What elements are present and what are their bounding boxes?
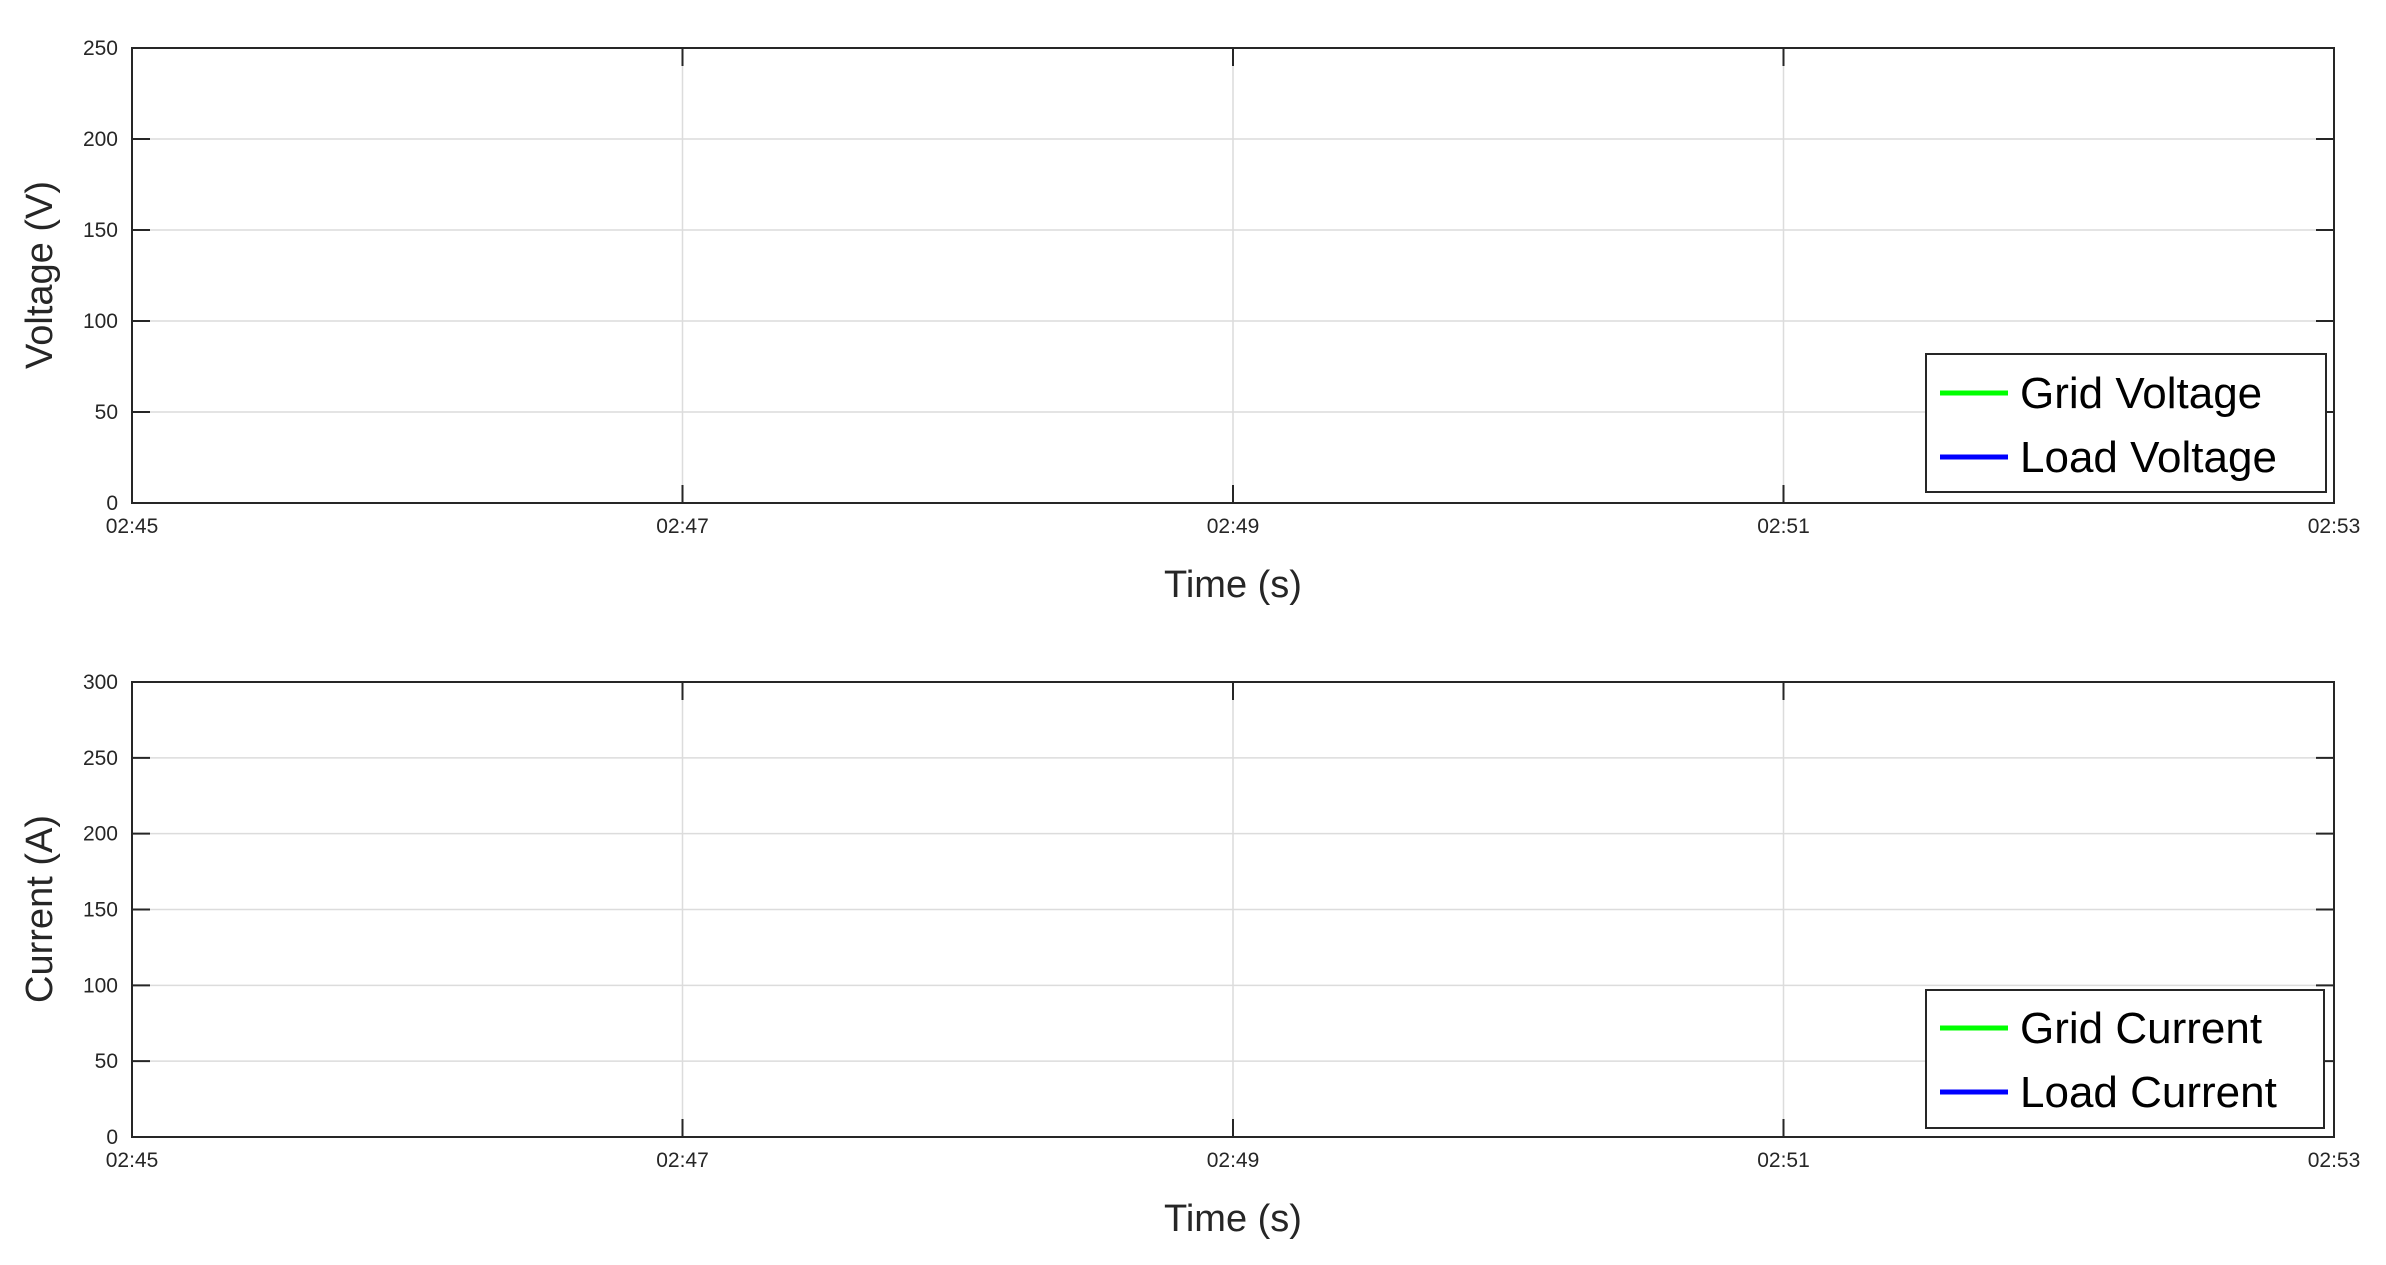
voltage-x-tick-label: 02:45 — [106, 515, 159, 538]
current-gridlines — [132, 682, 2334, 1137]
voltage-legend-load-label: Load Voltage — [2020, 433, 2277, 482]
voltage-x-axis-label: Time (s) — [1164, 564, 1302, 606]
current-x-tick-label: 02:45 — [106, 1149, 159, 1172]
current-legend-load-label: Load Current — [2020, 1068, 2277, 1117]
voltage-legend-grid-label: Grid Voltage — [2020, 369, 2262, 418]
voltage-x-tick-label: 02:51 — [1757, 515, 1810, 538]
current-x-tick-label: 02:47 — [656, 1149, 709, 1172]
voltage-y-tick-label: 150 — [83, 219, 118, 242]
voltage-chart: 0 50 100 150 200 250 02:45 02:47 02:49 02:51 02:53… — [19, 37, 2360, 606]
current-legend: Grid Current Load Current — [1925, 989, 2325, 1129]
current-ticks: 0 50 100 150 200 250 300 02:45 02:47 02:49 02:51 02… — [83, 671, 2360, 1172]
current-y-tick-label: 300 — [83, 671, 118, 694]
current-y-tick-label: 200 — [83, 823, 118, 846]
current-chart: 0 50 100 150 200 250 300 02:45 02:47 02:49 02:51 02… — [19, 671, 2360, 1240]
current-y-axis-label: Current (A) — [19, 815, 61, 1003]
current-x-axis-label: Time (s) — [1164, 1198, 1302, 1240]
current-y-tick-label: 50 — [95, 1050, 118, 1073]
current-y-tick-label: 100 — [83, 974, 118, 997]
current-y-tick-label: 250 — [83, 747, 118, 770]
voltage-x-tick-label: 02:53 — [2308, 515, 2361, 538]
current-x-tick-label: 02:53 — [2308, 1149, 2361, 1172]
voltage-y-tick-label: 100 — [83, 310, 118, 333]
current-legend-grid-label: Grid Current — [2020, 1004, 2262, 1053]
current-x-tick-label: 02:51 — [1757, 1149, 1810, 1172]
voltage-x-tick-label: 02:49 — [1207, 515, 1260, 538]
voltage-y-tick-label: 0 — [106, 492, 118, 515]
voltage-gridlines — [132, 48, 2334, 503]
current-y-tick-label: 150 — [83, 899, 118, 922]
voltage-y-tick-label: 250 — [83, 37, 118, 60]
current-x-tick-label: 02:49 — [1207, 1149, 1260, 1172]
voltage-y-axis-label: Voltage (V) — [19, 181, 61, 369]
voltage-ticks: 0 50 100 150 200 250 02:45 02:47 02:49 02:51 02:53 — [83, 37, 2360, 538]
voltage-y-tick-label: 200 — [83, 128, 118, 151]
voltage-x-tick-label: 02:47 — [656, 515, 709, 538]
voltage-y-tick-label: 50 — [95, 401, 118, 424]
voltage-legend-box — [1925, 353, 2327, 493]
voltage-legend: Grid Voltage Load Voltage — [1925, 353, 2327, 493]
current-y-tick-label: 0 — [106, 1126, 118, 1149]
current-legend-box — [1925, 989, 2325, 1129]
